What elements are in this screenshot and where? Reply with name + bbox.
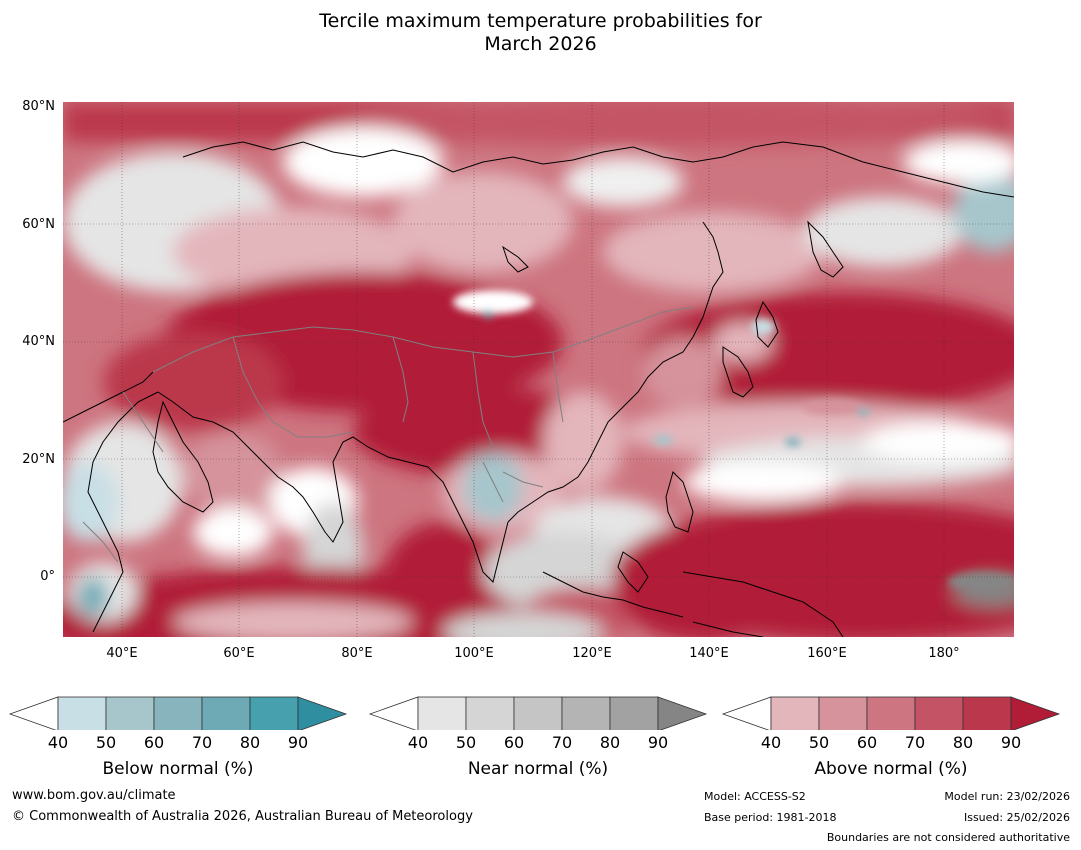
lon-label-180: 180° <box>928 646 960 661</box>
base-period: Base period: 1981-2018 <box>704 811 837 824</box>
legend-above-bin-70-80 <box>914 696 964 730</box>
model-name: Model: ACCESS-S2 <box>704 790 806 803</box>
copyright-text: © Commonwealth of Australia 2026, Austra… <box>12 809 473 824</box>
legend-below-bin-40-50 <box>57 696 107 730</box>
legend-above-bin-80-90 <box>962 696 1012 730</box>
probability-detail-patches <box>453 290 1014 592</box>
legend-near-tick: 80 <box>599 733 621 752</box>
lat-label-40n: 40°N <box>22 334 55 349</box>
lat-label-0: 0° <box>40 569 55 584</box>
legend-near-tick: 50 <box>455 733 477 752</box>
legend-below-tick: 70 <box>191 733 213 752</box>
lon-label-40e: 40°E <box>106 646 138 661</box>
lon-label-100e: 100°E <box>454 646 494 661</box>
model-run-date: Model run: 23/02/2026 <box>944 790 1070 803</box>
legend-near-bin-40-50 <box>417 696 467 730</box>
legend-below-arrow-high <box>297 696 348 730</box>
legend-near-colorbar <box>368 696 708 730</box>
legend-below-colorbar <box>8 696 348 730</box>
legend-near-tick: 70 <box>551 733 573 752</box>
legend-near-tick: 40 <box>407 733 429 752</box>
lon-label-60e: 60°E <box>223 646 255 661</box>
lon-label-140e: 140°E <box>689 646 729 661</box>
legend-above-tick: 80 <box>952 733 974 752</box>
legend-near-title: Near normal (%) <box>467 759 609 779</box>
coastlines <box>63 141 1014 637</box>
legend-below-arrow-low <box>8 696 59 730</box>
country-borders <box>82 306 694 563</box>
legend-above-bin-60-70 <box>866 696 916 730</box>
legend-near-tick: 90 <box>647 733 669 752</box>
legend-above-arrow-high <box>1010 696 1061 730</box>
lat-label-60n: 60°N <box>22 217 55 232</box>
legend-above-tick: 90 <box>1000 733 1022 752</box>
legend-below-title: Below normal (%) <box>102 759 254 779</box>
legend-above-bin-40-50 <box>770 696 820 730</box>
legend-colorbars <box>8 696 1061 730</box>
legend-above-tick: 50 <box>808 733 830 752</box>
chart-title: Tercile maximum temperature probabilitie… <box>0 10 1081 56</box>
legend-near-bin-60-70 <box>513 696 563 730</box>
issued-date: Issued: 25/02/2026 <box>963 811 1070 824</box>
title-line-2: March 2026 <box>484 33 597 55</box>
legend-above-tick: 70 <box>904 733 926 752</box>
legend-below-bin-80-90 <box>249 696 299 730</box>
legend-below-tick: 60 <box>143 733 165 752</box>
legend-near-bin-80-90 <box>609 696 659 730</box>
legend-below-bin-50-60 <box>105 696 155 730</box>
legend-above-title: Above normal (%) <box>814 759 968 779</box>
lat-label-20n: 20°N <box>22 452 55 467</box>
legend-near-tick: 60 <box>503 733 525 752</box>
legend-above-arrow-low <box>721 696 772 730</box>
lat-label-80n: 80°N <box>22 99 55 114</box>
legend-near-arrow-low <box>368 696 419 730</box>
lon-label-120e: 120°E <box>572 646 612 661</box>
legend-above-colorbar <box>721 696 1061 730</box>
graticule <box>63 102 1014 637</box>
legend-near-arrow-high <box>657 696 708 730</box>
legend-near-bin-50-60 <box>465 696 515 730</box>
lon-label-80e: 80°E <box>341 646 373 661</box>
probability-map <box>63 102 1014 637</box>
lon-label-160e: 160°E <box>807 646 847 661</box>
legend-above-tick: 60 <box>856 733 878 752</box>
legend-below-bin-60-70 <box>153 696 203 730</box>
legend-above-tick: 40 <box>760 733 782 752</box>
legend-below-bin-70-80 <box>201 696 251 730</box>
legend-below-tick: 40 <box>47 733 69 752</box>
legend-below-tick: 80 <box>239 733 261 752</box>
website-link[interactable]: www.bom.gov.au/climate <box>12 788 176 803</box>
legend-near-bin-70-80 <box>561 696 611 730</box>
legend-below-tick: 90 <box>287 733 309 752</box>
boundaries-disclaimer: Boundaries are not considered authoritat… <box>826 831 1070 844</box>
title-line-1: Tercile maximum temperature probabilitie… <box>319 10 762 32</box>
legend-below-tick: 50 <box>95 733 117 752</box>
legend-above-bin-50-60 <box>818 696 868 730</box>
